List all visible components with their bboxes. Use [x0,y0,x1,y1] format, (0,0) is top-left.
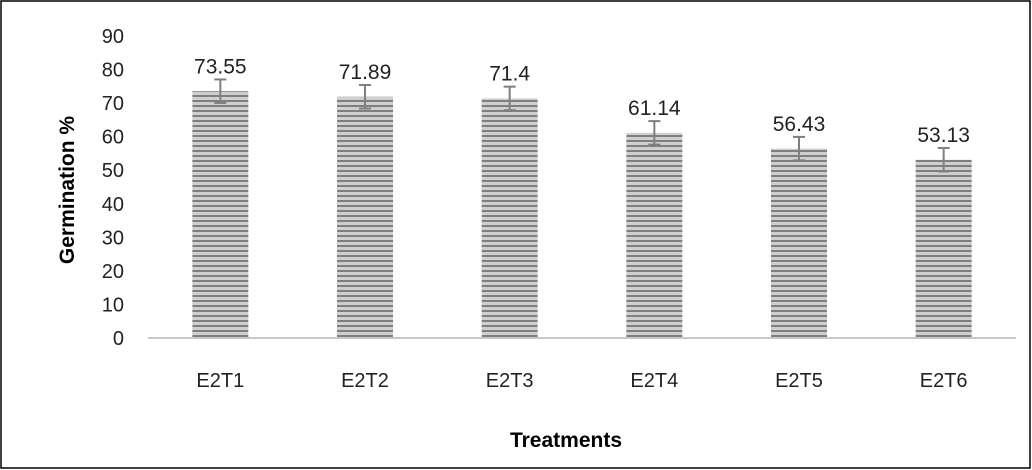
bar [915,159,972,338]
data-label: 71.89 [339,61,392,84]
x-tick-label: E2T2 [341,370,389,392]
data-labels: 73.55 71.89 71.4 61.14 56.43 53.13 [194,55,970,147]
bar [771,148,827,338]
bar [481,98,538,338]
data-label: 73.55 [194,55,247,78]
x-tick-label: E2T4 [630,370,678,392]
y-tick-label: 80 [102,60,124,82]
error-bar [359,84,371,110]
y-tick-label: 20 [102,261,124,283]
data-label: 56.43 [773,113,826,136]
bar [626,132,683,338]
y-tick-label: 70 [102,93,124,115]
error-bar [793,135,805,162]
y-tick-label: 50 [102,160,124,182]
error-bar [214,78,227,104]
y-tick-label: 0 [113,328,124,350]
y-axis-title: Germination % [56,116,79,265]
error-bars [214,78,950,173]
bar [337,96,393,339]
x-tick-label: E2T6 [920,370,968,392]
y-tick-label: 10 [102,294,124,316]
error-bar [503,85,516,112]
x-tick-label: E2T1 [196,370,244,392]
error-bar [648,120,661,146]
x-axis-title: Treatments [510,429,622,452]
y-tick-label: 90 [102,26,124,48]
data-label: 53.13 [917,124,970,147]
error-bar [937,146,950,173]
data-label: 61.14 [628,97,681,120]
bar-series [192,91,972,339]
x-axis-labels: E2T1 E2T2 E2T3 E2T4 E2T5 E2T6 [196,370,967,392]
y-axis: 0 10 20 30 40 50 60 70 80 90 [102,26,124,350]
y-tick-label: 40 [102,194,124,216]
x-tick-label: E2T3 [486,370,534,392]
bar [192,91,249,339]
y-tick-label: 60 [102,127,124,149]
x-tick-label: E2T5 [775,370,823,392]
y-tick-label: 30 [102,227,124,249]
data-label: 71.4 [489,63,530,86]
